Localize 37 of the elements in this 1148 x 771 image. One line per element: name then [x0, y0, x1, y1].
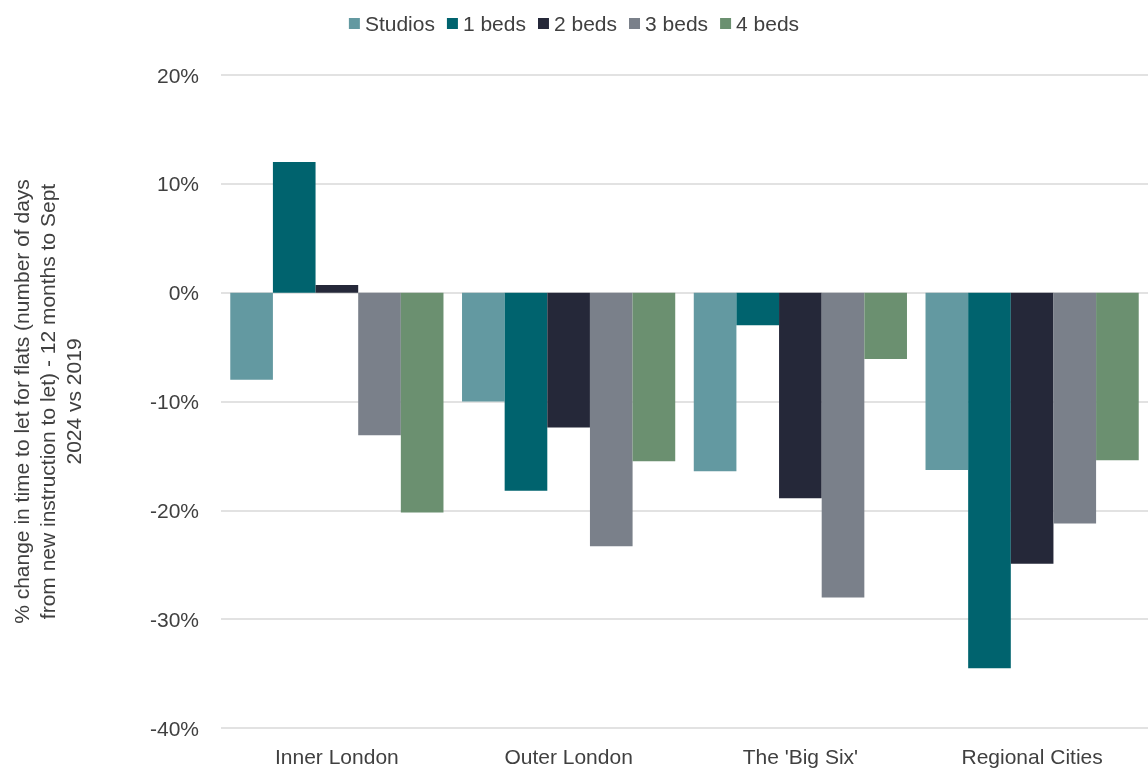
legend-label: 4 beds [736, 12, 800, 35]
x-tick-label: Inner London [274, 745, 399, 768]
bar [968, 292, 1011, 669]
x-tick-label: The 'Big Six' [742, 745, 859, 768]
bar [272, 162, 316, 293]
legend-label: 2 beds [553, 12, 618, 35]
bar [230, 292, 273, 380]
bar [315, 285, 359, 293]
x-tick-label: Regional Cities [961, 745, 1103, 768]
bar [589, 292, 633, 547]
bar [547, 292, 590, 428]
bar [693, 292, 737, 472]
y-tick-label: 0% [168, 281, 199, 305]
y-tick-label: -40% [149, 716, 199, 740]
bar [358, 292, 401, 436]
y-axis-title: % change in time to let for flats (number of days from new instruction to let) - 12 months to Sept 2024 vs 2019 [9, 179, 85, 624]
bar [504, 292, 548, 491]
bar [1010, 292, 1054, 564]
bar [864, 292, 907, 360]
legend-label: 3 beds [645, 12, 709, 35]
bar [462, 292, 505, 402]
y-tick-label: -10% [149, 390, 199, 413]
y-tick-label: -30% [149, 607, 199, 631]
y-tick-label: -20% [149, 498, 199, 522]
y-tick-label: 10% [156, 172, 199, 196]
bar [400, 292, 444, 513]
bar [779, 292, 822, 499]
legend-label: Studios [364, 12, 435, 35]
bar [1053, 292, 1097, 524]
x-tick-label: Outer London [504, 745, 633, 768]
bar [925, 292, 969, 471]
bar [1096, 292, 1139, 461]
bar [736, 292, 780, 326]
bar [632, 292, 676, 462]
y-tick-label: 20% [156, 63, 199, 87]
legend-label: 1 beds [462, 12, 526, 35]
bar [821, 292, 865, 598]
